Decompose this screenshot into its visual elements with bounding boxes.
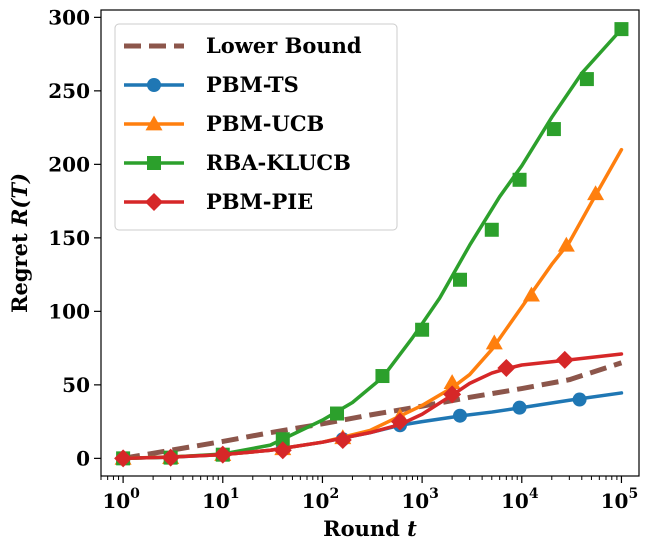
y-tick-label: 50 [62,373,90,397]
y-axis: 0 50 100 150 200 250 300 [48,5,101,470]
data-point [572,392,587,407]
legend-item-lower-bound: Lower Bound [124,33,362,58]
data-point [375,369,390,384]
data-point [275,432,290,447]
data-point [453,272,468,287]
y-axis-title: Regret R(T) [7,173,32,313]
legend-item-pbm-ts: PBM-TS [124,72,299,97]
x-tick-label: 104 [501,486,539,513]
x-axis: 100 101 102 103 104 105 [100,476,639,513]
legend-marker [145,115,163,131]
legend-label: RBA-KLUCB [206,150,351,175]
data-point [213,445,232,464]
series-line [122,360,623,461]
y-tick-label: 250 [48,79,90,103]
legend-box [114,23,398,231]
plot-area [100,9,640,477]
data-point [114,449,133,468]
data-point [453,408,468,423]
data-point [161,448,180,467]
y-tick-label: 300 [48,5,90,29]
legend-label: PBM-PIE [206,189,313,214]
legend-item-pbm-pie: PBM-PIE [124,189,313,214]
series-pbm-pie [114,350,624,468]
y-tick-label: 200 [48,152,90,176]
legend-marker [147,78,161,92]
legend-marker [147,156,161,170]
legend-item-pbm-ucb: PBM-UCB [124,111,324,136]
data-point [579,72,594,87]
series-line [121,352,624,461]
y-tick-label: 0 [76,446,90,470]
x-tick-label: 103 [401,486,439,513]
data-point [443,374,461,390]
series-line [121,27,624,461]
y-tick-label: 150 [48,226,90,250]
data-point [522,286,540,302]
x-tick-label: 101 [202,486,240,513]
y-tick-label: 100 [48,299,90,323]
data-point [512,172,527,187]
data-point [546,122,561,137]
data-point [415,322,430,337]
data-point [497,358,516,377]
data-point [333,430,352,449]
data-point [443,385,462,404]
legend-label: PBM-TS [206,72,299,97]
data-point [485,334,503,350]
data-point [555,350,574,369]
data-point [557,236,575,252]
data-point [512,400,527,415]
legend: Lower Bound PBM-TS PBM-UCB RBA-KLUCB PBM-PIE [114,23,398,231]
series-line [121,391,624,461]
x-tick-label: 105 [601,486,639,513]
legend-label: Lower Bound [206,33,362,58]
series-lower-bound [122,360,623,461]
series-layer [114,22,629,468]
series-rba-klucb [116,22,629,466]
data-point [587,185,605,201]
data-point [273,441,292,460]
x-tick-label: 100 [102,486,140,513]
data-point [330,406,345,421]
data-point [391,412,410,431]
data-point [614,22,629,37]
legend-label: PBM-UCB [206,111,324,136]
x-axis-title: Round t [323,516,417,541]
x-tick-label: 102 [302,486,340,513]
legend-item-rba-klucb: RBA-KLUCB [124,150,351,175]
legend-marker [145,193,163,211]
data-point [484,222,499,237]
